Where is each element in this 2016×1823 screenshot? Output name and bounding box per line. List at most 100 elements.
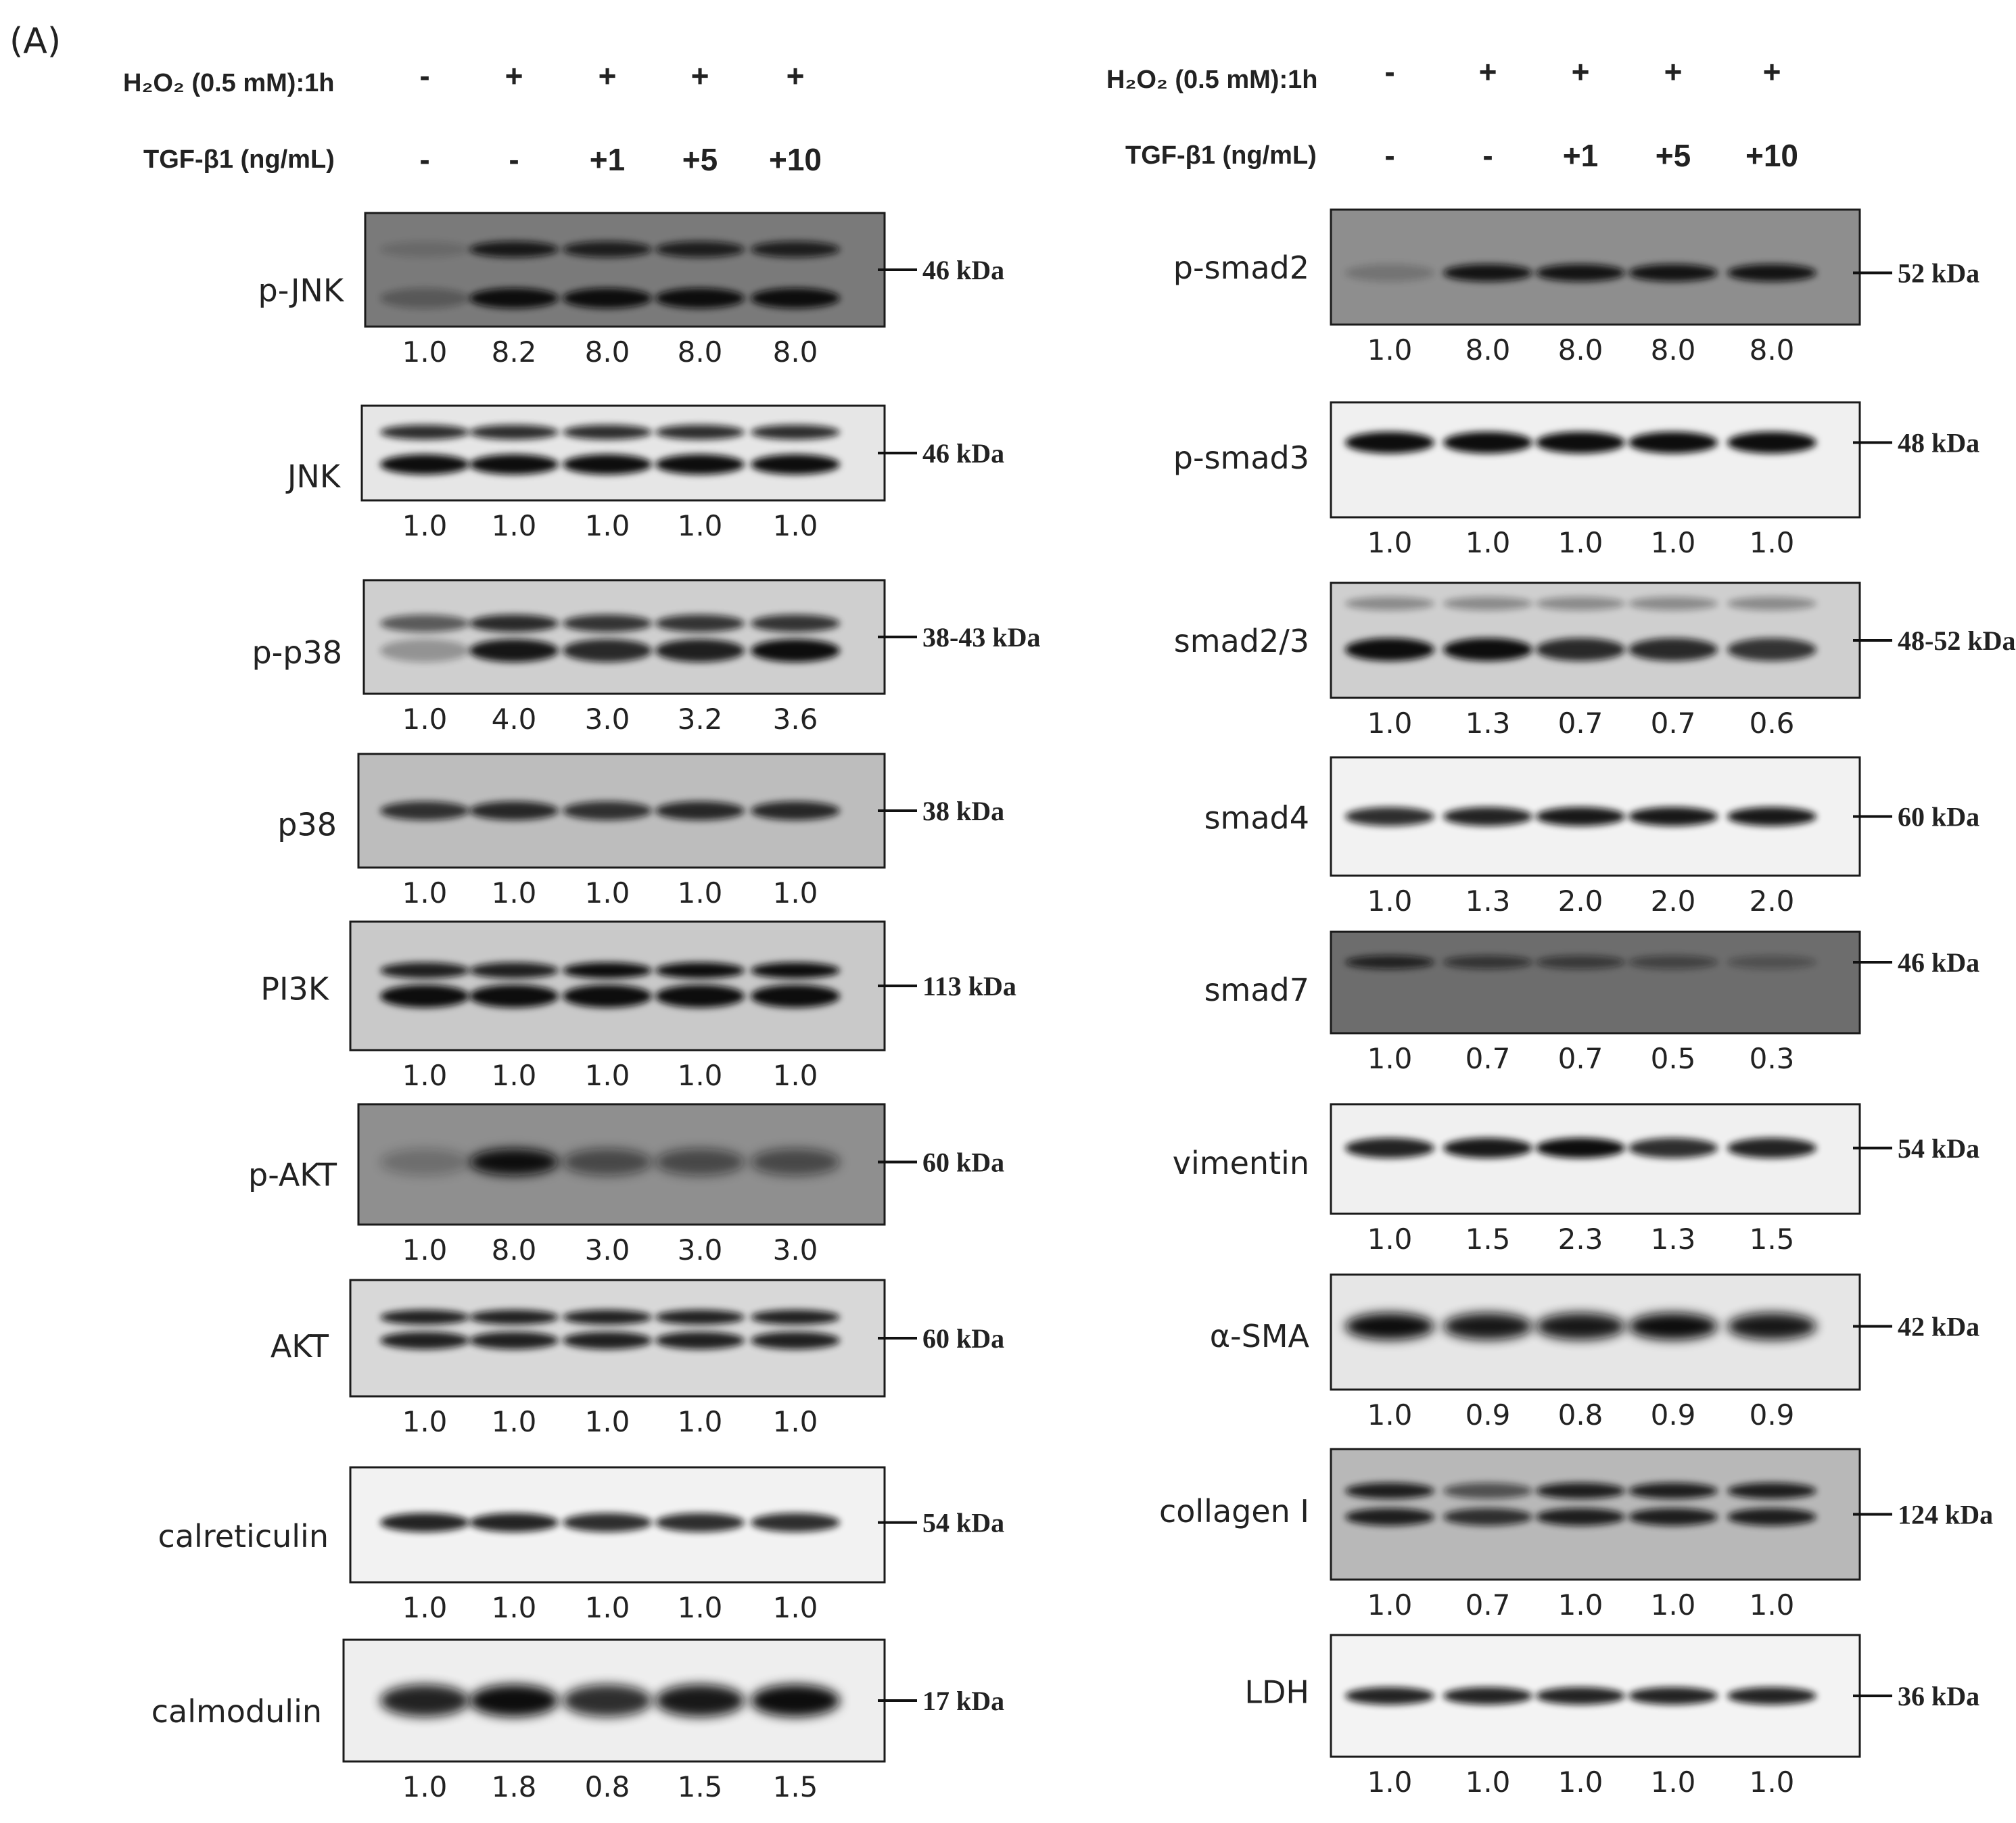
quant-value-lane-5: 1.0	[773, 1059, 818, 1092]
quant-value-lane-5: 3.6	[773, 703, 818, 736]
band-lane-3	[1536, 638, 1625, 661]
band-lane-5	[1727, 807, 1816, 826]
tgf-lane-4: +5	[682, 142, 718, 177]
membrane	[364, 212, 886, 328]
kda-label: 42 kDa	[1898, 1312, 1979, 1342]
right-blot-smad7: smad7 46 kDa 1.0 0.7 0.7 0.5 0.3	[1204, 930, 1979, 1075]
band-lane-2	[1443, 431, 1532, 454]
band-lane-5	[751, 1513, 840, 1532]
quant-value-lane-1: 1.0	[402, 335, 448, 369]
band-lane-2	[1443, 1508, 1532, 1526]
right-h2o2-values: - + + + +	[1384, 54, 1781, 89]
band-lane-5	[1727, 955, 1816, 969]
kda-label: 46 kDa	[1898, 947, 1979, 978]
quant-value-lane-2: 1.8	[492, 1770, 537, 1803]
band-lane-1	[380, 801, 469, 820]
tgf-lane-right-1: -	[1384, 138, 1394, 173]
band-lane-2	[1443, 638, 1532, 661]
band-lane-1	[380, 1148, 469, 1176]
left-blot-p-akt: p-AKT 60 kDa 1.0 8.0 3.0 3.0 3.0	[248, 1103, 1004, 1266]
quant-value-lane-5: 1.0	[773, 1405, 818, 1438]
tgf-lane-right-2: -	[1482, 138, 1493, 173]
band-lane-3	[563, 1331, 652, 1350]
protein-label: smad2/3	[1174, 623, 1309, 659]
band-lane-1	[380, 962, 469, 979]
right-blot-smad2-3: smad2/3 48-52 kDa 1.0 1.3 0.7 0.7 0.6	[1174, 582, 2015, 740]
band-lane-5	[751, 985, 840, 1008]
band-lane-2	[469, 1684, 559, 1717]
band-lane-1	[380, 1310, 469, 1325]
right-blot-alpha-sma: α-SMA 42 kDa 1.0 0.9 0.8 0.9 0.9	[1210, 1273, 1979, 1431]
quant-value-lane-5: 1.0	[773, 509, 818, 542]
band-lane-2	[469, 1331, 559, 1350]
tgf-lane-1: -	[419, 142, 429, 177]
band-lane-3	[563, 1513, 652, 1532]
quant-value-lane-2: 8.0	[492, 1233, 537, 1266]
band-lane-4	[1628, 955, 1718, 969]
band-lane-4	[1628, 596, 1718, 611]
left-blot-p38: p38 38 kDa 1.0 1.0 1.0 1.0 1.0	[277, 753, 1004, 909]
quant-value-lane-4: 0.5	[1651, 1042, 1696, 1075]
band-lane-2	[1443, 1137, 1532, 1158]
quant-value-lane-4: 1.0	[1651, 526, 1696, 559]
quant-value-lane-2: 4.0	[492, 703, 537, 736]
protein-label: α-SMA	[1210, 1318, 1310, 1354]
quant-value-lane-5: 1.5	[773, 1770, 818, 1803]
band-lane-1	[380, 1331, 469, 1350]
quant-value-lane-4: 1.0	[1651, 1766, 1696, 1799]
right-blot-ldh: LDH 36 kDa 1.0 1.0 1.0 1.0 1.0	[1244, 1634, 1979, 1799]
band-lane-3	[563, 1148, 652, 1176]
quant-value-lane-4: 1.0	[678, 1405, 723, 1438]
band-lane-2	[469, 639, 559, 663]
kda-label: 60 kDa	[922, 1147, 1004, 1177]
panel-label: (A)	[9, 21, 61, 62]
kda-label: 38-43 kDa	[922, 622, 1040, 653]
h2o2-lane-right-3: +	[1572, 54, 1590, 89]
left-tgf-values: - - +1 +5 +10	[419, 142, 822, 177]
quant-value-lane-3: 2.3	[1558, 1223, 1603, 1256]
quant-value-lane-3: 0.8	[1558, 1398, 1603, 1431]
protein-label: smad7	[1204, 972, 1309, 1008]
quant-value-lane-2: 1.5	[1466, 1223, 1511, 1256]
band-lane-4	[655, 1684, 745, 1717]
band-lane-4	[1628, 1687, 1718, 1705]
protein-label: PI3K	[260, 971, 330, 1008]
band-lane-3	[563, 801, 652, 820]
band-lane-2	[469, 962, 559, 979]
left-header: H₂O₂ (0.5 mM):1h TGF-β1 (ng/mL) - + + + + --…	[123, 58, 822, 177]
band-lane-1	[380, 614, 469, 632]
quant-value-lane-5: 1.0	[773, 876, 818, 909]
left-h2o2-values: - + + + +	[419, 58, 804, 93]
tgf-lane-5: +10	[769, 142, 822, 177]
quant-value-lane-2: 1.0	[492, 1059, 537, 1092]
left-blot-p-jnk: p-JNK 46 kDa 1.0 8.2 8.0 8.0 8.0	[258, 212, 1004, 369]
quant-value-lane-2: 0.9	[1466, 1398, 1511, 1431]
quant-value-lane-2: 1.0	[492, 1591, 537, 1624]
quant-value-lane-3: 0.8	[585, 1770, 630, 1803]
quant-value-lane-3: 1.0	[585, 509, 630, 542]
band-lane-1	[1345, 638, 1434, 661]
quant-value-lane-1: 1.0	[1367, 1398, 1413, 1431]
quant-value-lane-1: 1.0	[402, 1770, 448, 1803]
quant-value-lane-4: 1.3	[1651, 1223, 1696, 1256]
band-lane-2	[469, 241, 559, 258]
h2o2-lane-1: -	[419, 58, 429, 93]
quant-value-lane-3: 8.0	[1558, 333, 1603, 366]
quant-value-lane-1: 1.0	[1367, 526, 1413, 559]
band-lane-5	[1727, 596, 1816, 611]
band-lane-2	[469, 1513, 559, 1532]
band-lane-3	[1536, 1687, 1625, 1705]
band-lane-5	[1727, 1137, 1816, 1158]
quant-value-lane-5: 0.3	[1750, 1042, 1795, 1075]
band-lane-4	[655, 241, 745, 258]
kda-label: 54 kDa	[922, 1508, 1004, 1538]
band-lane-1	[1345, 431, 1434, 454]
quant-value-lane-1: 1.0	[402, 1059, 448, 1092]
quant-value-lane-3: 1.0	[585, 1591, 630, 1624]
band-lane-3	[1536, 431, 1625, 454]
band-lane-1	[380, 639, 469, 663]
quant-value-lane-1: 1.0	[1367, 1042, 1413, 1075]
band-lane-3	[563, 1684, 652, 1717]
kda-label: 46 kDa	[922, 438, 1004, 469]
